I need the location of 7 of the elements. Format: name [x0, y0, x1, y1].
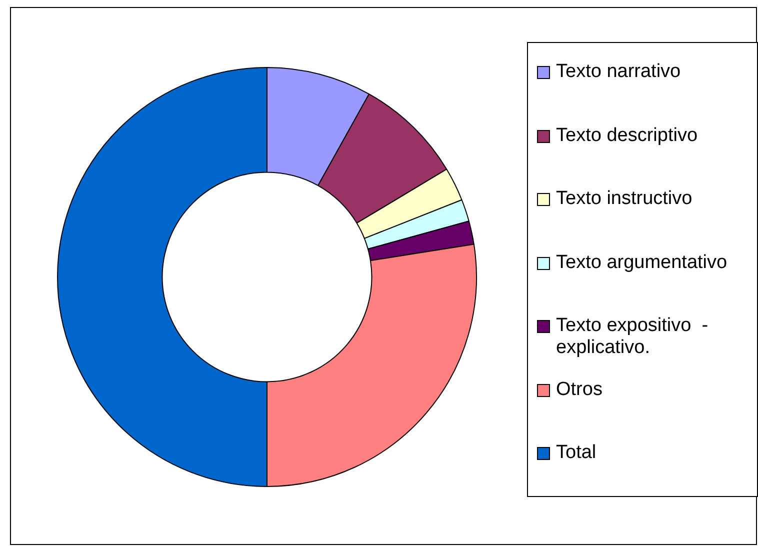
- legend-label: Texto expositivo - explicativo.: [556, 315, 710, 359]
- legend-label: Texto instructivo: [556, 188, 694, 210]
- legend-label: Otros: [556, 378, 604, 400]
- legend-label: Texto descriptivo: [556, 124, 699, 146]
- legend-label: Texto argumentativo: [556, 252, 728, 274]
- legend-label: Total: [556, 442, 598, 464]
- legend-label: Texto narrativo: [556, 61, 682, 83]
